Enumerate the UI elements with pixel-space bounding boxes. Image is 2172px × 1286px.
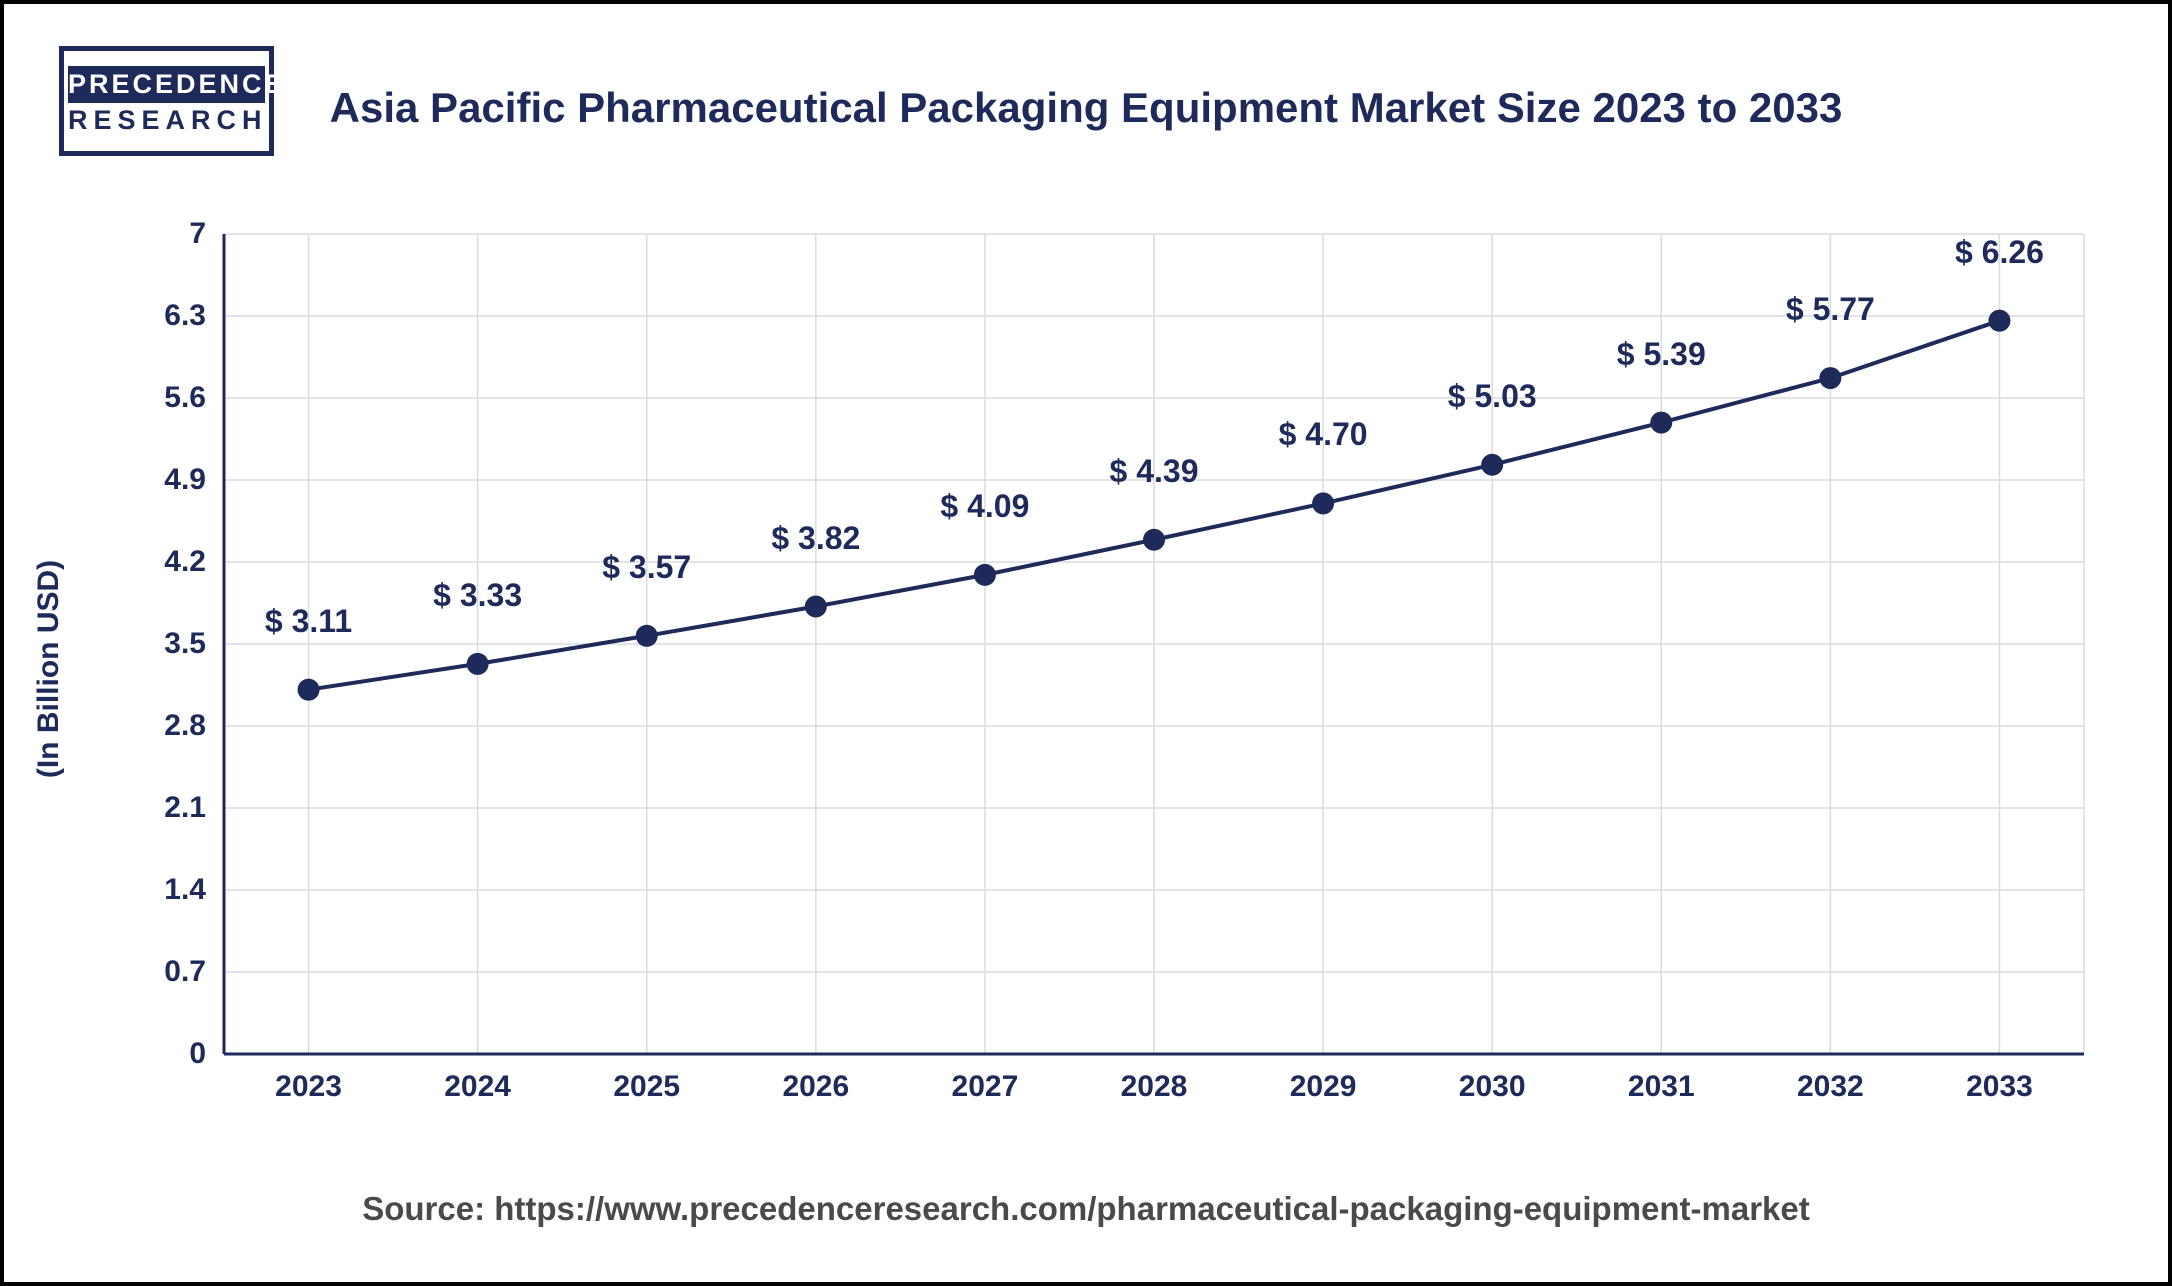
data-value-label: $ 4.09	[940, 488, 1029, 525]
x-tick-label: 2031	[1628, 1070, 1695, 1104]
data-marker	[1819, 367, 1841, 389]
data-marker	[298, 679, 320, 701]
x-tick-label: 2027	[952, 1070, 1019, 1104]
chart-frame: PRECEDENCE RESEARCH Asia Pacific Pharmac…	[0, 0, 2172, 1286]
x-tick-label: 2025	[613, 1070, 680, 1104]
data-marker	[1650, 412, 1672, 434]
data-marker	[636, 625, 658, 647]
y-tick-label: 1.4	[126, 873, 206, 907]
data-value-label: $ 4.39	[1110, 453, 1199, 490]
x-tick-label: 2030	[1459, 1070, 1526, 1104]
y-tick-label: 4.9	[126, 463, 206, 497]
x-tick-label: 2029	[1290, 1070, 1357, 1104]
data-value-label: $ 5.39	[1617, 336, 1706, 373]
y-tick-label: 0	[126, 1037, 206, 1071]
x-tick-label: 2026	[782, 1070, 849, 1104]
data-value-label: $ 5.77	[1786, 291, 1875, 328]
y-tick-label: 3.5	[126, 627, 206, 661]
y-tick-label: 7	[126, 217, 206, 251]
source-citation: Source: https://www.precedenceresearch.c…	[4, 1190, 2168, 1228]
data-marker	[1988, 310, 2010, 332]
data-marker	[1143, 529, 1165, 551]
y-tick-label: 5.6	[126, 381, 206, 415]
y-tick-label: 2.1	[126, 791, 206, 825]
data-value-label: $ 5.03	[1448, 378, 1537, 415]
data-marker	[805, 596, 827, 618]
data-value-label: $ 3.82	[771, 520, 860, 557]
plot-region: 00.71.42.12.83.54.24.95.66.3720232024202…	[224, 234, 2084, 1054]
x-tick-label: 2028	[1121, 1070, 1188, 1104]
chart-area: (In Billion USD) 00.71.42.12.83.54.24.95…	[104, 234, 2084, 1104]
y-axis-label: (In Billion USD)	[32, 560, 66, 778]
y-tick-label: 6.3	[126, 299, 206, 333]
data-marker	[1312, 492, 1334, 514]
x-tick-label: 2032	[1797, 1070, 1864, 1104]
x-tick-label: 2024	[444, 1070, 511, 1104]
data-marker	[467, 653, 489, 675]
chart-title: Asia Pacific Pharmaceutical Packaging Eq…	[4, 84, 2168, 132]
x-tick-label: 2023	[275, 1070, 342, 1104]
data-value-label: $ 4.70	[1279, 416, 1368, 453]
data-value-label: $ 6.26	[1955, 234, 2044, 271]
y-tick-label: 2.8	[126, 709, 206, 743]
data-value-label: $ 3.11	[265, 603, 352, 640]
y-tick-label: 0.7	[126, 955, 206, 989]
data-value-label: $ 3.57	[602, 549, 691, 586]
y-tick-label: 4.2	[126, 545, 206, 579]
data-marker	[974, 564, 996, 586]
data-value-label: $ 3.33	[433, 577, 522, 614]
x-tick-label: 2033	[1966, 1070, 2033, 1104]
chart-svg	[224, 234, 2084, 1054]
data-marker	[1481, 454, 1503, 476]
